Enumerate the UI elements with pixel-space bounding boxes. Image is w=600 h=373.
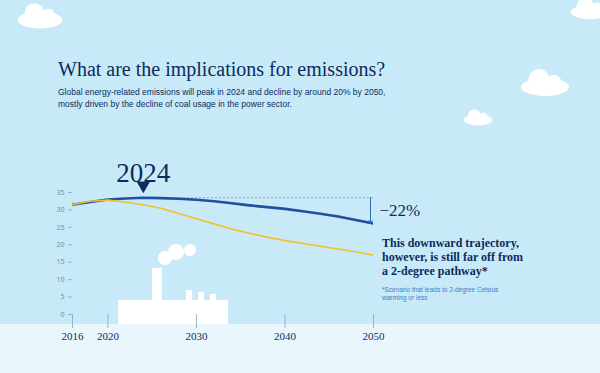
svg-text:2024: 2024 [116,157,171,188]
html-text:This downward trajectory, howe: This downward trajectory, however, is st… [382,236,524,278]
svg-text:35: 35 [56,188,64,197]
svg-text:2030: 2030 [185,330,208,342]
svg-text:2040: 2040 [274,330,297,342]
svg-text:2020: 2020 [97,330,120,342]
svg-text:15: 15 [56,257,64,266]
svg-text:30: 30 [56,205,64,214]
svg-text:25: 25 [56,223,64,232]
html-text:What are the implications for: What are the implications for emissions? [58,58,386,80]
svg-text:2050: 2050 [363,330,386,342]
html-text:Global energy-related emission: Global energy-related emissions will pea… [58,87,386,109]
svg-text:−22%: −22% [380,201,421,220]
svg-text:20: 20 [56,240,64,249]
svg-text:0: 0 [60,310,64,319]
html-text:*Scenario that leads to 2-degr: *Scenario that leads to 2-degree Celsius… [382,286,499,301]
svg-text:10: 10 [56,275,64,284]
svg-text:2016: 2016 [62,330,85,342]
svg-text:5: 5 [60,292,64,301]
